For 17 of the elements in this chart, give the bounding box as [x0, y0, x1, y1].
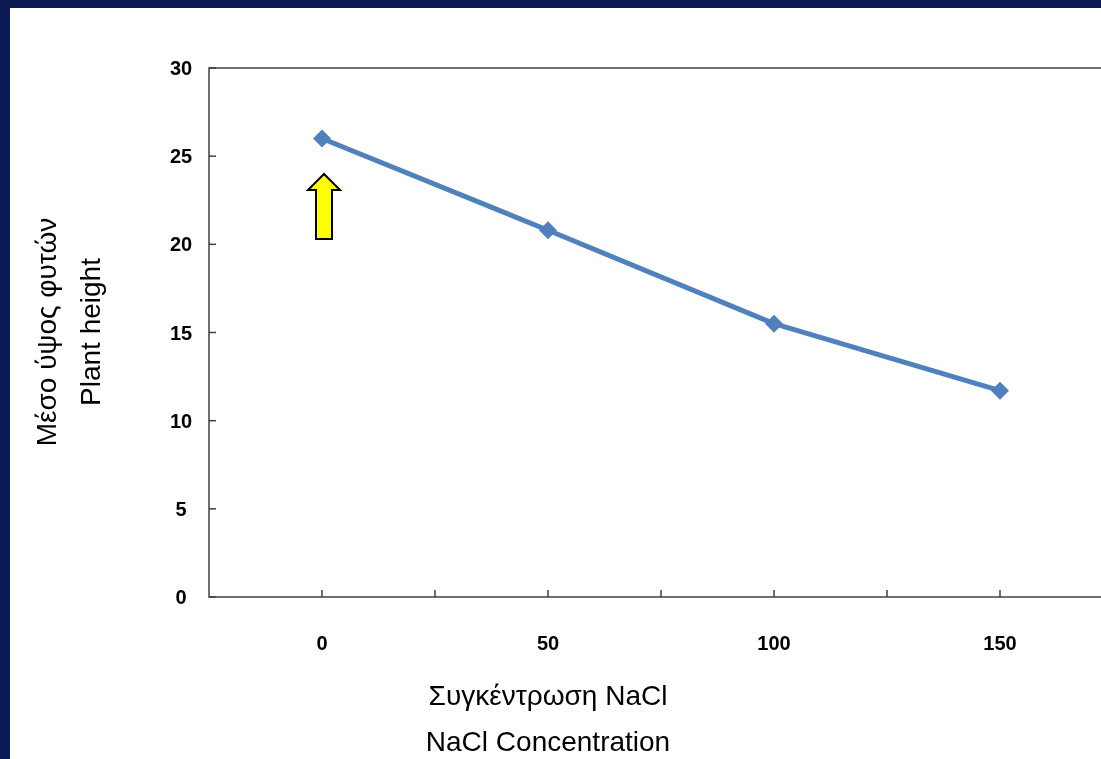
y-tick-label: 20 [169, 233, 193, 256]
point [313, 129, 331, 148]
y-tick-label: 25 [169, 145, 193, 168]
x-tick-label: 50 [536, 632, 560, 654]
y-tick-label: 0 [175, 586, 187, 608]
point [539, 221, 557, 240]
y-tick-label: 30 [169, 57, 193, 79]
y-tick-label: 15 [169, 321, 193, 344]
x-axis-title: Συγκέντρωση NaCl NaCl Concentration [425, 680, 671, 757]
x-tick-label: 150 [983, 632, 1017, 654]
point [991, 381, 1009, 400]
y-tick-label: 10 [169, 409, 193, 432]
x-tick-label: 100 [757, 632, 791, 654]
point [765, 314, 783, 333]
y-axis-title: Μέσο ύψος φυτών Plant height [31, 217, 106, 447]
y-tick-label: 5 [175, 497, 187, 520]
x-tick-label: 0 [316, 632, 328, 654]
